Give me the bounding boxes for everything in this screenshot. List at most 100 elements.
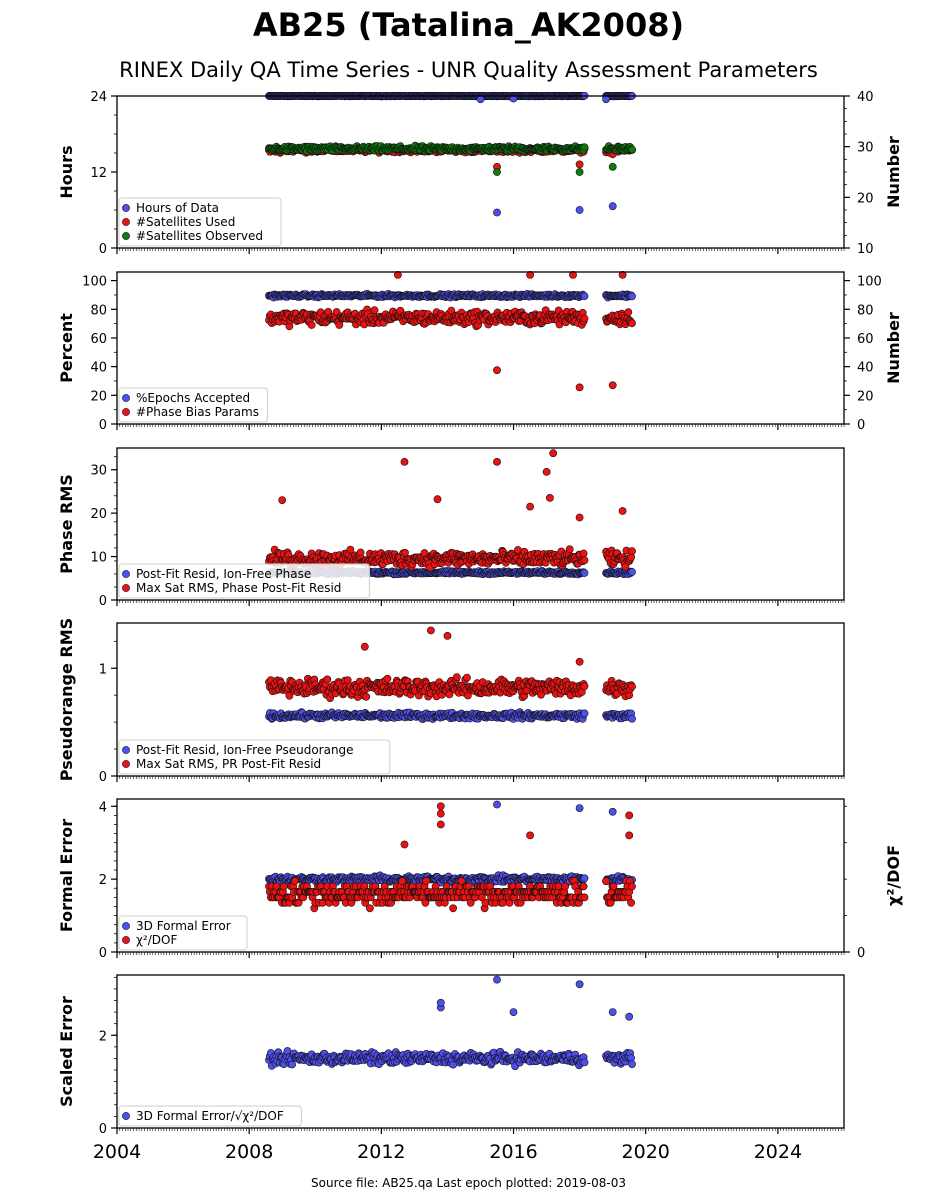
outlier-point [493,800,501,809]
y-right-tick-label: 20 [857,191,874,206]
outlier-point [476,95,485,104]
outlier-point [426,626,435,635]
data-point [463,673,471,682]
series-red-panel-2 [265,270,636,392]
legend-label: #Phase Bias Params [136,405,259,419]
legend-marker [122,760,130,768]
y-tick-label: 80 [90,303,107,318]
outlier-point [526,502,534,511]
points-panel-2 [265,270,636,392]
data-point [628,319,636,328]
y-right-tick-label: 0 [857,418,865,433]
data-point [452,673,461,682]
legend-label: Max Sat RMS, Phase Post-Fit Resid [136,581,341,595]
legend-marker [122,408,130,416]
legend-panel-2: %Epochs Accepted#Phase Bias Params [118,387,268,423]
legend-marker [122,584,130,592]
legend-panel-1: Hours of Data#Satellites Used#Satellites… [118,197,282,247]
points-panel-4 [265,626,636,723]
outlier-point [602,95,610,104]
data-point [307,321,316,329]
outlier-point [575,206,584,214]
outlier-point [575,657,584,666]
y-tick-label: 0 [99,594,107,609]
y-tick-label: 0 [99,242,107,257]
legend-marker [122,746,130,754]
panel-3: 0 10 20 30 Phase RMS Post-Fit Resid, Ion-Free… [57,447,845,609]
legend-label: Post-Fit Resid, Ion-Free Phase [136,567,311,581]
outlier-point [493,366,501,375]
outlier-point [360,642,369,651]
legend-marker [122,232,130,240]
data-point [370,306,379,315]
outlier-point [493,457,501,466]
data-point [628,682,636,691]
data-point [624,308,633,316]
outlier-point [278,496,287,504]
outlier-point [526,270,534,279]
outlier-point [618,270,627,279]
legend-marker [122,218,130,226]
series-blue-panel-2 [265,289,636,302]
legend-box [118,197,282,247]
outlier-point [546,493,554,502]
y-tick-label: 40 [90,361,107,376]
data-point [628,292,636,301]
outlier-point [542,467,551,476]
legend-label: Hours of Data [136,201,219,215]
outlier-point [575,160,584,169]
legend-panel-4: Post-Fit Resid, Ion-Free PseudorangeMax … [118,739,391,775]
outlier-point [433,495,442,504]
data-point [346,545,355,554]
y-tick-label: 20 [90,507,107,522]
data-point [447,306,456,315]
outlier-point [575,383,584,392]
series-red-panel-3 [265,449,636,572]
series-blue-panel-5 [265,800,636,887]
data-point [579,549,588,558]
y-tick-label: 1 [99,662,107,677]
y-right-tick-label: 40 [857,90,874,105]
y-right-tick-label: 40 [857,361,874,376]
legend-label: Post-Fit Resid, Ion-Free Pseudorange [136,743,354,757]
y-tick-label: 12 [90,166,107,181]
y-axis-label: Percent [57,313,76,383]
chart-subtitle: RINEX Daily QA Time Series - UNR Quality… [119,58,818,82]
y-tick-label: 0 [99,770,107,785]
y-right-axis-label: Number [884,136,903,208]
data-point [335,321,344,329]
data-point [580,143,589,152]
data-point [580,569,589,577]
series-blue-panel-4 [265,708,636,723]
data-point [628,145,636,154]
outlier-point [569,270,577,279]
outlier-point [549,449,558,458]
y-tick-label: 0 [99,418,107,433]
data-point [565,545,574,554]
outlier-point [393,270,402,279]
series-green-panel-1 [265,141,636,176]
chart-title: AB25 (Tatalina_AK2008) [252,6,685,44]
data-point [580,292,589,300]
data-point [580,682,589,691]
data-point [323,675,332,684]
data-point [362,692,371,701]
y-right-tick-label: 100 [857,275,882,290]
data-point [628,547,636,556]
y-axis-label: Hours [57,145,76,198]
panel-4: 0 1 Pseudorange RMS Post-Fit Resid, Ion-Fre… [57,618,845,785]
outlier-point [608,162,617,171]
legend-marker [122,394,130,402]
series-red-panel-4 [265,626,636,702]
outlier-point [443,632,452,640]
y-axis-label: Phase RMS [57,474,76,574]
data-point [628,568,636,576]
outlier-point [400,457,409,466]
y-tick-label: 20 [90,389,107,404]
legend-label: Max Sat RMS, PR Post-Fit Resid [136,757,321,771]
points-panel-1 [265,92,636,217]
y-tick-label: 24 [90,90,107,105]
